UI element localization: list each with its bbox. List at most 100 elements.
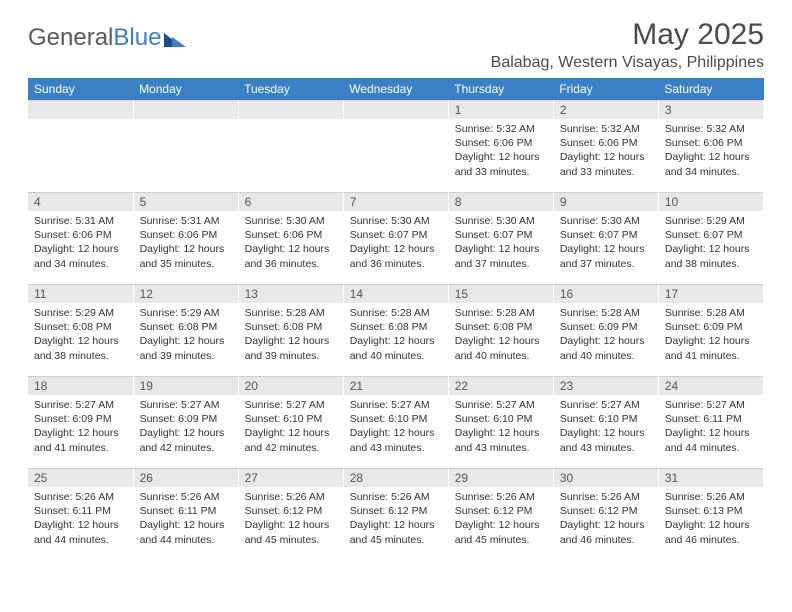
sunrise-value: 5:27 AM bbox=[286, 399, 325, 411]
day-header: Wednesday bbox=[343, 78, 448, 100]
sunrise-value: 5:28 AM bbox=[286, 307, 325, 319]
sunrise-value: 5:27 AM bbox=[391, 399, 430, 411]
calendar-cell: 16Sunrise: 5:28 AMSunset: 6:09 PMDayligh… bbox=[553, 284, 658, 376]
sunrise-label: Sunrise: bbox=[665, 307, 706, 319]
daylight-label: Daylight: bbox=[665, 427, 709, 439]
sail-icon bbox=[164, 29, 188, 47]
sunrise-value: 5:27 AM bbox=[496, 399, 535, 411]
sunset-label: Sunset: bbox=[455, 413, 494, 425]
calendar-cell: 31Sunrise: 5:26 AMSunset: 6:13 PMDayligh… bbox=[658, 468, 763, 560]
sunset-label: Sunset: bbox=[245, 505, 284, 517]
calendar-cell: 21Sunrise: 5:27 AMSunset: 6:10 PMDayligh… bbox=[343, 376, 448, 468]
daylight-label: Daylight: bbox=[140, 519, 184, 531]
sunrise-label: Sunrise: bbox=[140, 307, 181, 319]
day-number: 11 bbox=[28, 284, 133, 303]
day-content: Sunrise: 5:28 AMSunset: 6:09 PMDaylight:… bbox=[659, 303, 763, 367]
sunrise-value: 5:28 AM bbox=[391, 307, 430, 319]
day-content: Sunrise: 5:28 AMSunset: 6:08 PMDaylight:… bbox=[239, 303, 343, 367]
calendar-week: 18Sunrise: 5:27 AMSunset: 6:09 PMDayligh… bbox=[28, 376, 764, 468]
day-number: 7 bbox=[344, 192, 448, 211]
day-number-empty bbox=[239, 100, 343, 119]
sunrise-label: Sunrise: bbox=[560, 307, 601, 319]
daylight-label: Daylight: bbox=[34, 243, 78, 255]
brand-part1: General bbox=[28, 24, 113, 52]
sunrise-label: Sunrise: bbox=[245, 399, 286, 411]
sunset-label: Sunset: bbox=[665, 505, 704, 517]
sunrise-value: 5:26 AM bbox=[181, 491, 220, 503]
sunrise-value: 5:32 AM bbox=[601, 123, 640, 135]
calendar-cell: 5Sunrise: 5:31 AMSunset: 6:06 PMDaylight… bbox=[133, 192, 238, 284]
sunset-label: Sunset: bbox=[665, 321, 704, 333]
sunrise-label: Sunrise: bbox=[560, 399, 601, 411]
sunset-label: Sunset: bbox=[560, 137, 599, 149]
day-content: Sunrise: 5:28 AMSunset: 6:08 PMDaylight:… bbox=[344, 303, 448, 367]
brand-logo: GeneralBlue bbox=[28, 18, 188, 52]
sunrise-label: Sunrise: bbox=[350, 491, 391, 503]
sunrise-label: Sunrise: bbox=[34, 307, 75, 319]
calendar-cell: 2Sunrise: 5:32 AMSunset: 6:06 PMDaylight… bbox=[553, 100, 658, 192]
sunrise-label: Sunrise: bbox=[665, 491, 706, 503]
day-number: 31 bbox=[659, 468, 763, 487]
calendar-week: 4Sunrise: 5:31 AMSunset: 6:06 PMDaylight… bbox=[28, 192, 764, 284]
daylight-label: Daylight: bbox=[560, 243, 604, 255]
sunrise-label: Sunrise: bbox=[455, 399, 496, 411]
day-number: 18 bbox=[28, 376, 133, 395]
sunrise-label: Sunrise: bbox=[665, 215, 706, 227]
day-content: Sunrise: 5:26 AMSunset: 6:12 PMDaylight:… bbox=[239, 487, 343, 551]
sunset-value: 6:10 PM bbox=[283, 413, 322, 425]
sunset-value: 6:07 PM bbox=[598, 229, 637, 241]
sunset-value: 6:06 PM bbox=[493, 137, 532, 149]
day-header: Tuesday bbox=[238, 78, 343, 100]
day-content: Sunrise: 5:30 AMSunset: 6:07 PMDaylight:… bbox=[344, 211, 448, 275]
daylight-label: Daylight: bbox=[455, 335, 499, 347]
calendar-week: 25Sunrise: 5:26 AMSunset: 6:11 PMDayligh… bbox=[28, 468, 764, 560]
daylight-label: Daylight: bbox=[245, 519, 289, 531]
calendar-cell: 11Sunrise: 5:29 AMSunset: 6:08 PMDayligh… bbox=[28, 284, 133, 376]
day-header: Sunday bbox=[28, 78, 133, 100]
sunrise-label: Sunrise: bbox=[245, 215, 286, 227]
header: GeneralBlue May 2025 Balabag, Western Vi… bbox=[28, 18, 764, 72]
sunrise-label: Sunrise: bbox=[455, 215, 496, 227]
day-number: 26 bbox=[134, 468, 238, 487]
daylight-label: Daylight: bbox=[560, 151, 604, 163]
sunrise-label: Sunrise: bbox=[140, 491, 181, 503]
sunset-value: 6:09 PM bbox=[73, 413, 112, 425]
daylight-label: Daylight: bbox=[245, 427, 289, 439]
sunrise-value: 5:30 AM bbox=[391, 215, 430, 227]
daylight-label: Daylight: bbox=[665, 243, 709, 255]
sunset-label: Sunset: bbox=[140, 229, 179, 241]
sunset-value: 6:06 PM bbox=[598, 137, 637, 149]
day-number: 16 bbox=[554, 284, 658, 303]
daylight-label: Daylight: bbox=[350, 427, 394, 439]
sunset-label: Sunset: bbox=[245, 229, 284, 241]
calendar-cell: 15Sunrise: 5:28 AMSunset: 6:08 PMDayligh… bbox=[448, 284, 553, 376]
calendar-cell bbox=[343, 100, 448, 192]
day-number-empty bbox=[134, 100, 238, 119]
calendar-cell: 1Sunrise: 5:32 AMSunset: 6:06 PMDaylight… bbox=[448, 100, 553, 192]
brand-part2: Blue bbox=[113, 24, 161, 52]
sunset-label: Sunset: bbox=[665, 137, 704, 149]
sunrise-value: 5:29 AM bbox=[181, 307, 220, 319]
sunset-value: 6:10 PM bbox=[598, 413, 637, 425]
day-content: Sunrise: 5:30 AMSunset: 6:06 PMDaylight:… bbox=[239, 211, 343, 275]
day-content: Sunrise: 5:26 AMSunset: 6:11 PMDaylight:… bbox=[28, 487, 133, 551]
calendar-cell: 24Sunrise: 5:27 AMSunset: 6:11 PMDayligh… bbox=[658, 376, 763, 468]
sunrise-label: Sunrise: bbox=[350, 307, 391, 319]
sunset-value: 6:12 PM bbox=[283, 505, 322, 517]
daylight-label: Daylight: bbox=[34, 335, 78, 347]
sunrise-value: 5:26 AM bbox=[391, 491, 430, 503]
sunrise-label: Sunrise: bbox=[34, 491, 75, 503]
sunset-label: Sunset: bbox=[560, 413, 599, 425]
daylight-label: Daylight: bbox=[455, 427, 499, 439]
day-number: 29 bbox=[449, 468, 553, 487]
calendar-cell: 30Sunrise: 5:26 AMSunset: 6:12 PMDayligh… bbox=[553, 468, 658, 560]
sunset-value: 6:09 PM bbox=[703, 321, 742, 333]
sunrise-value: 5:30 AM bbox=[286, 215, 325, 227]
sunset-label: Sunset: bbox=[245, 413, 284, 425]
calendar-cell: 26Sunrise: 5:26 AMSunset: 6:11 PMDayligh… bbox=[133, 468, 238, 560]
sunset-label: Sunset: bbox=[455, 229, 494, 241]
sunset-label: Sunset: bbox=[455, 505, 494, 517]
day-number: 27 bbox=[239, 468, 343, 487]
day-number: 17 bbox=[659, 284, 763, 303]
day-content: Sunrise: 5:27 AMSunset: 6:10 PMDaylight:… bbox=[554, 395, 658, 459]
